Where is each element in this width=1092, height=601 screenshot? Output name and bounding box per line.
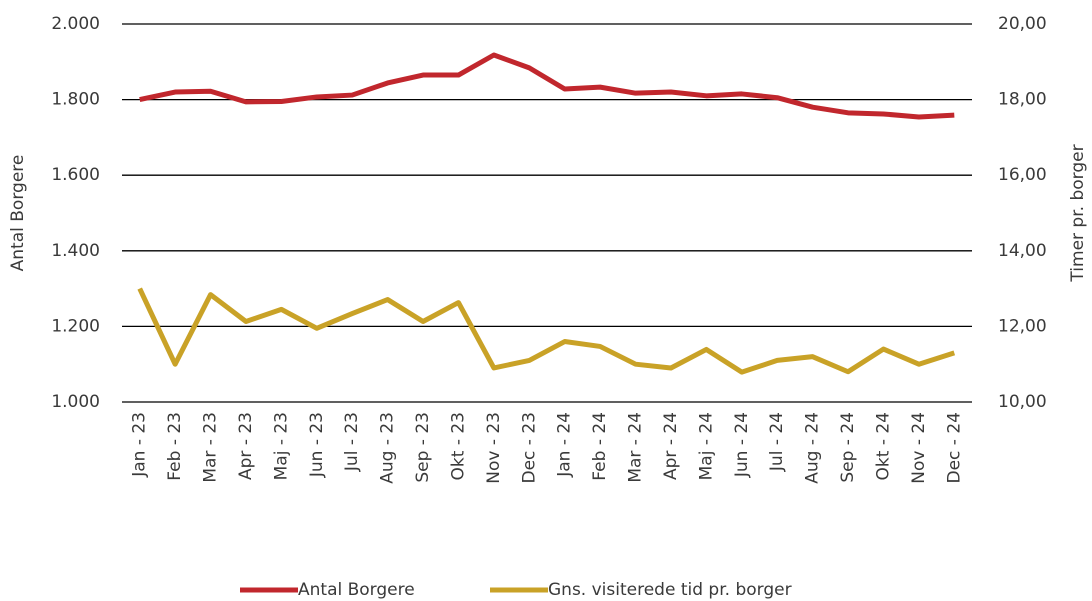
y2-tick-label: 10,00 [998, 392, 1047, 412]
data-line [139, 52, 955, 120]
x-tick-label: Okt - 23 [448, 412, 468, 480]
y2-tick-label: 16,00 [998, 165, 1047, 185]
x-tick-label: Feb - 24 [590, 412, 610, 481]
x-tick-label: Nov - 24 [909, 412, 929, 484]
x-tick-label: Maj - 24 [696, 412, 716, 480]
y-tick-label: 1.800 [51, 90, 100, 110]
y-tick-label: 1.200 [51, 316, 100, 336]
x-tick-label: Jun - 24 [732, 412, 752, 478]
legend-label: Gns. visiterede tid pr. borger [548, 580, 792, 600]
x-tick-label: Apr - 24 [661, 412, 681, 480]
x-tick-label: Dec - 24 [944, 412, 964, 483]
x-tick-label: Mar - 23 [201, 412, 221, 483]
x-tick-label: Jan - 23 [130, 412, 150, 478]
x-tick-label: Apr - 23 [236, 412, 256, 480]
x-tick-label: Sep - 23 [413, 412, 433, 483]
x-tick-label: Aug - 24 [803, 412, 823, 484]
x-tick-label: Jan - 24 [555, 412, 575, 478]
data-line [137, 287, 956, 375]
x-tick-label: Jun - 23 [307, 412, 327, 478]
x-tick-label: Sep - 24 [838, 412, 858, 483]
y2-tick-label: 20,00 [998, 14, 1047, 34]
y2-axis-title: Timer pr. borger [1068, 144, 1088, 282]
x-tick-label: Feb - 23 [165, 412, 185, 481]
x-tick-label: Dec - 23 [519, 412, 539, 483]
y-tick-label: 1.600 [51, 165, 100, 185]
x-tick-label: Jul - 23 [342, 412, 362, 472]
x-tick-label: Okt - 24 [873, 412, 893, 480]
y-tick-label: 1.400 [51, 241, 100, 261]
y-tick-label: 2.000 [51, 14, 100, 34]
y2-tick-label: 18,00 [998, 90, 1047, 110]
x-tick-label: Jul - 24 [767, 412, 787, 472]
y-axis-title: Antal Borgere [8, 155, 28, 272]
y2-tick-label: 14,00 [998, 241, 1047, 261]
x-tick-label: Maj - 23 [271, 412, 291, 480]
legend-label: Antal Borgere [298, 580, 415, 600]
x-tick-label: Mar - 24 [626, 412, 646, 483]
y2-tick-label: 12,00 [998, 316, 1047, 336]
x-tick-label: Aug - 23 [378, 412, 398, 484]
y-tick-label: 1.000 [51, 392, 100, 412]
x-tick-label: Nov - 23 [484, 412, 504, 484]
